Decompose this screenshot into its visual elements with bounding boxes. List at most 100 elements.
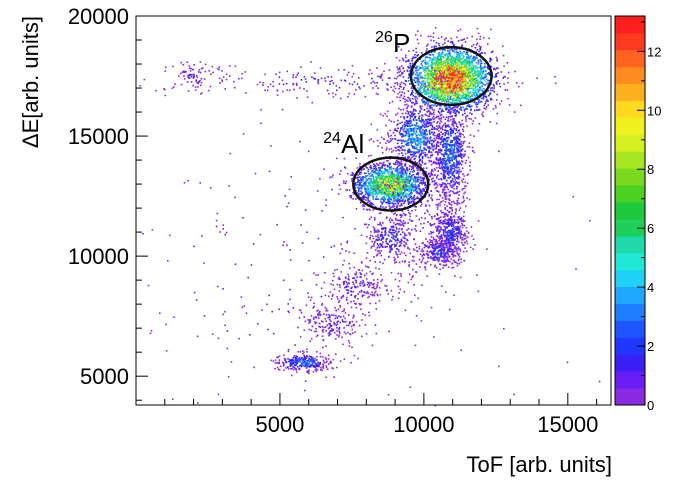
heatmap-cell bbox=[457, 84, 459, 86]
heatmap-cell bbox=[459, 53, 461, 55]
heatmap-cell bbox=[450, 98, 453, 101]
heatmap-cell bbox=[464, 72, 466, 74]
heatmap-cell bbox=[441, 52, 444, 54]
heatmap-cell bbox=[464, 81, 467, 84]
heatmap-cell bbox=[385, 194, 388, 196]
heatmap-cell bbox=[466, 60, 469, 62]
heatmap-cell bbox=[445, 58, 448, 60]
heatmap-cell bbox=[427, 122, 430, 125]
heatmap-cell bbox=[389, 189, 391, 191]
heatmap-cell bbox=[361, 198, 364, 201]
heatmap-cell bbox=[480, 74, 482, 76]
heatmap-cell bbox=[439, 127, 442, 130]
heatmap-cell bbox=[444, 107, 447, 110]
heatmap-cell bbox=[416, 169, 419, 171]
heatmap-cell bbox=[406, 169, 408, 172]
heatmap-cell bbox=[405, 195, 408, 197]
heatmap-cell bbox=[513, 111, 516, 113]
heatmap-cell bbox=[410, 176, 412, 178]
heatmap-cell bbox=[432, 58, 434, 61]
heatmap-cell bbox=[464, 96, 466, 98]
heatmap-cell bbox=[358, 184, 360, 187]
heatmap-cell bbox=[466, 76, 469, 79]
heatmap-cell bbox=[385, 206, 387, 208]
heatmap-cell bbox=[365, 180, 368, 183]
heatmap-cell bbox=[422, 125, 425, 127]
heatmap-cell bbox=[439, 48, 441, 51]
heatmap-cell bbox=[360, 169, 363, 172]
heatmap-cell bbox=[408, 135, 411, 137]
heatmap-cell bbox=[395, 161, 397, 164]
heatmap-cell bbox=[415, 130, 418, 132]
heatmap-cell bbox=[427, 191, 429, 194]
heatmap-cell bbox=[431, 113, 433, 115]
heatmap-cell bbox=[431, 126, 434, 128]
heatmap-cell bbox=[407, 201, 410, 204]
heatmap-cell bbox=[443, 69, 446, 71]
heatmap-cell bbox=[392, 175, 395, 177]
heatmap-cell bbox=[401, 125, 404, 127]
heatmap-cell bbox=[443, 71, 446, 73]
heatmap-cell bbox=[423, 99, 425, 102]
heatmap-cell bbox=[442, 110, 445, 112]
heatmap-cell bbox=[381, 173, 383, 175]
heatmap-cell bbox=[454, 67, 456, 70]
heatmap-cell bbox=[420, 192, 423, 194]
heatmap-cell bbox=[399, 91, 401, 93]
heatmap-cell bbox=[432, 54, 435, 56]
heatmap-cell bbox=[414, 98, 417, 100]
heatmap-cell bbox=[439, 91, 442, 93]
heatmap-cell bbox=[430, 170, 433, 173]
heatmap-cell bbox=[370, 192, 372, 195]
heatmap-cell bbox=[425, 50, 427, 52]
heatmap-cell bbox=[407, 59, 410, 61]
heatmap-cell bbox=[428, 131, 431, 133]
heatmap-cell bbox=[399, 190, 401, 192]
heatmap-cell bbox=[424, 181, 426, 184]
heatmap-cell bbox=[409, 179, 411, 181]
heatmap-cell bbox=[391, 184, 394, 186]
heatmap-cell bbox=[414, 147, 416, 150]
heatmap-cell bbox=[455, 66, 457, 69]
heatmap-cell bbox=[465, 107, 468, 110]
heatmap-cell bbox=[410, 200, 412, 203]
heatmap-cell bbox=[387, 201, 390, 204]
heatmap-cell bbox=[412, 200, 414, 202]
heatmap-cell bbox=[438, 83, 440, 85]
heatmap-cell bbox=[384, 197, 386, 199]
heatmap-cell bbox=[459, 82, 462, 85]
heatmap-cell bbox=[435, 87, 437, 89]
heatmap-cell bbox=[479, 72, 481, 74]
heatmap-cell bbox=[401, 142, 403, 144]
heatmap-cell bbox=[401, 73, 403, 75]
heatmap-cell bbox=[479, 88, 482, 90]
heatmap-cell bbox=[455, 106, 458, 108]
heatmap-cell bbox=[471, 81, 473, 83]
heatmap-cell bbox=[444, 78, 446, 81]
heatmap-cell bbox=[478, 50, 480, 53]
heatmap-cell bbox=[428, 104, 431, 107]
heatmap-cell bbox=[467, 94, 469, 97]
heatmap-cell bbox=[479, 35, 482, 38]
heatmap-cell bbox=[426, 141, 428, 143]
heatmap-cell bbox=[433, 56, 436, 59]
heatmap-cell bbox=[459, 28, 462, 31]
heatmap-cell bbox=[410, 196, 413, 198]
heatmap-cell bbox=[392, 162, 395, 165]
heatmap-cell bbox=[466, 75, 468, 77]
heatmap-cell bbox=[451, 73, 453, 75]
heatmap-cell bbox=[471, 113, 473, 115]
heatmap-cell bbox=[439, 195, 442, 197]
heatmap-cell bbox=[416, 135, 418, 137]
heatmap-cell bbox=[385, 175, 388, 178]
heatmap-cell bbox=[444, 95, 447, 97]
heatmap-cell bbox=[445, 153, 447, 155]
heatmap-cell bbox=[425, 136, 427, 139]
heatmap-cell bbox=[446, 168, 449, 171]
heatmap-cell bbox=[427, 92, 429, 95]
heatmap-cell bbox=[435, 74, 438, 77]
heatmap-cell bbox=[467, 92, 470, 94]
heatmap-cell bbox=[436, 56, 439, 58]
heatmap-cell bbox=[453, 74, 456, 76]
heatmap-cell bbox=[428, 68, 430, 71]
